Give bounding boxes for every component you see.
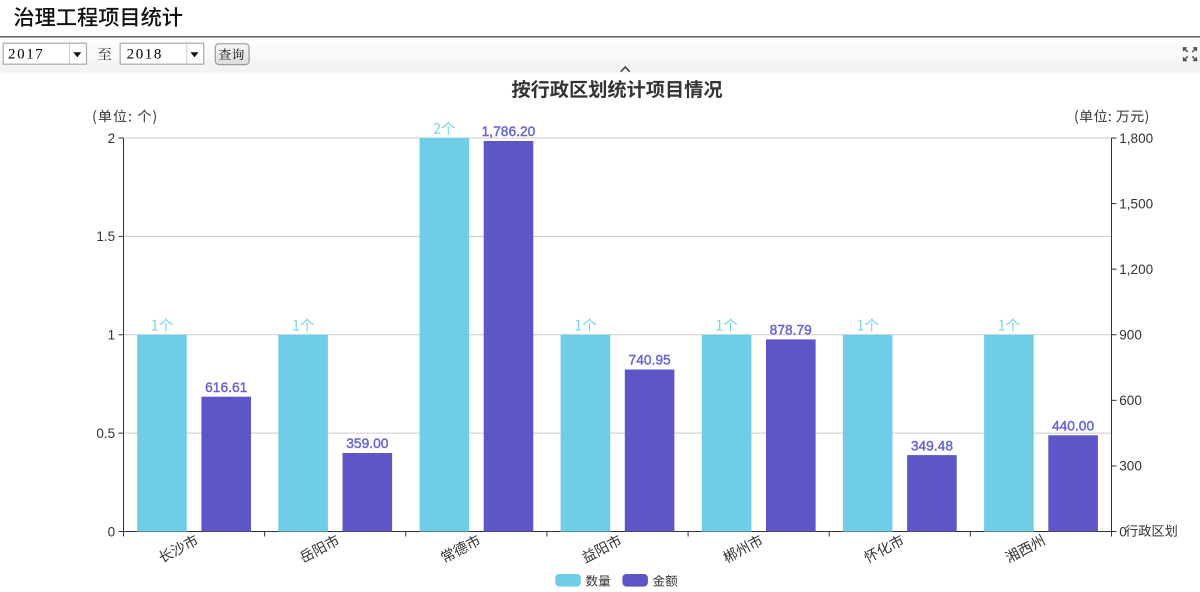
svg-text:0.5: 0.5: [96, 426, 115, 441]
svg-text:740.95: 740.95: [629, 353, 672, 368]
svg-text:1: 1: [108, 328, 116, 343]
svg-text:1,786.20: 1,786.20: [482, 124, 536, 139]
svg-text:2018: 2018: [127, 47, 163, 63]
svg-text:349.48: 349.48: [911, 438, 954, 453]
svg-text:0: 0: [108, 524, 116, 539]
svg-text:1.5: 1.5: [96, 229, 115, 244]
svg-text:1,500: 1,500: [1119, 196, 1153, 211]
svg-text:900: 900: [1119, 328, 1142, 343]
svg-text:0: 0: [1119, 524, 1127, 539]
svg-text:440.00: 440.00: [1052, 419, 1095, 434]
svg-text:616.61: 616.61: [205, 380, 247, 395]
svg-text:878.79: 878.79: [770, 323, 813, 338]
svg-text:1,200: 1,200: [1119, 262, 1153, 277]
svg-text:600: 600: [1119, 393, 1142, 408]
svg-text:359.00: 359.00: [346, 436, 389, 451]
svg-text:300: 300: [1119, 459, 1142, 474]
svg-text:2017: 2017: [8, 47, 44, 63]
svg-text:1,800: 1,800: [1119, 131, 1153, 146]
svg-text:2: 2: [108, 131, 116, 146]
